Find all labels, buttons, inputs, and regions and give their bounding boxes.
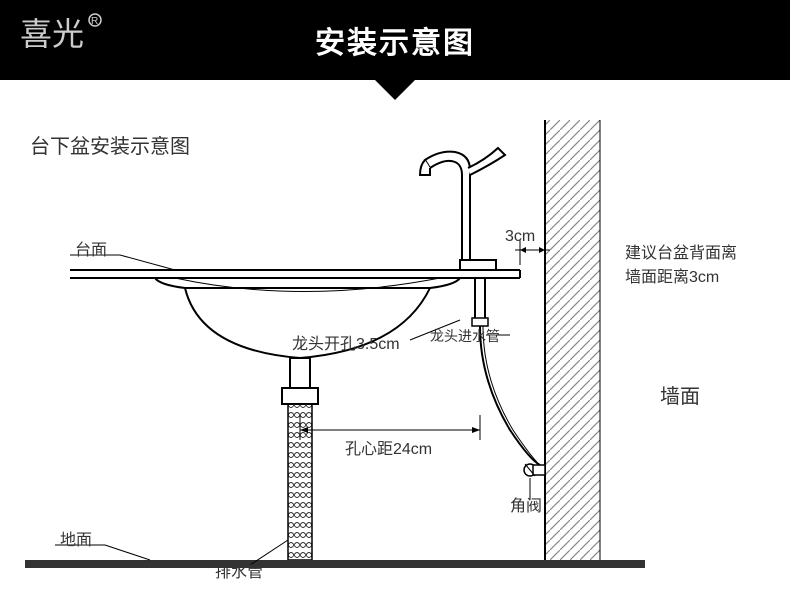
header: 喜光 R 安装示意图 — [0, 0, 790, 80]
wall-hatch — [545, 120, 600, 560]
label-floor: 地面 — [60, 526, 92, 550]
label-inlet-pipe: 龙头进水管 — [430, 326, 500, 346]
faucet-handle — [468, 148, 505, 175]
note-gap: 建议台盆背面离 墙面距离3cm — [625, 242, 737, 290]
angle-valve-icon — [524, 464, 545, 476]
label-hole-distance: 孔心距24cm — [345, 435, 432, 459]
faucet-base — [460, 260, 496, 270]
floor-line — [25, 560, 645, 568]
label-countertop: 台面 — [75, 236, 107, 260]
page-title: 安装示意图 — [0, 18, 790, 62]
drain-top — [290, 358, 310, 388]
header-pointer — [375, 80, 415, 100]
inlet-hose — [480, 326, 540, 465]
label-faucet-hole: 龙头开孔3.5cm — [292, 330, 400, 354]
faucet-body — [425, 152, 470, 260]
svg-text:R: R — [91, 16, 98, 27]
label-wall: 墙面 — [660, 380, 700, 409]
installation-diagram: 台面 3cm 龙头开孔3.5cm 龙头进水管 孔心距24cm 角阀 墙面 地面 … — [0, 120, 790, 614]
logo-text: 喜光 — [20, 16, 84, 52]
label-drain: 排水管 — [215, 558, 263, 582]
label-gap: 3cm — [505, 228, 535, 246]
label-angle-valve: 角阀 — [510, 492, 542, 516]
